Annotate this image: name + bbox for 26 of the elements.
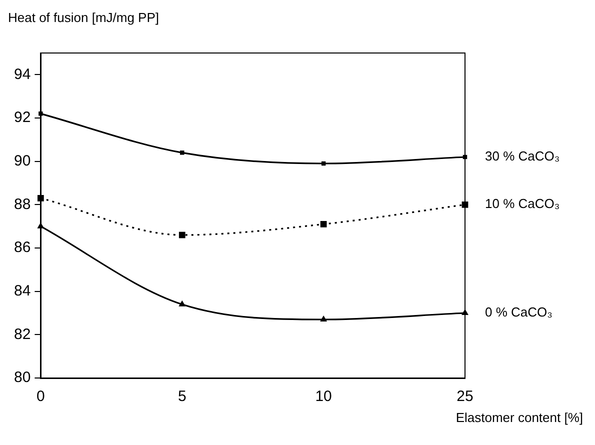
x-tick-label: 5 <box>178 388 186 406</box>
y-tick-label: 92 <box>14 109 31 126</box>
point <box>38 194 44 202</box>
y-axis-title: Heat of fusion [mJ/mg PP] <box>8 10 160 25</box>
x-tick-label: 0 <box>36 388 45 406</box>
x-tick-label: 10 <box>315 388 332 406</box>
series-label: 10 % CaCO₃ <box>485 196 560 212</box>
x-tick-label: 25 <box>456 388 474 406</box>
point <box>38 112 43 116</box>
point <box>180 150 184 155</box>
x-axis-title: Elastomer content [%] <box>456 410 583 425</box>
series-label: 0 % CaCO₃ <box>485 304 552 320</box>
y-tick-label: 82 <box>14 326 31 343</box>
point <box>320 316 328 322</box>
point <box>462 201 468 208</box>
series-label: 30 % CaCO₃ <box>485 148 560 164</box>
point <box>320 220 327 228</box>
y-tick-label: 94 <box>14 66 31 83</box>
point <box>178 232 186 238</box>
y-tick-label: 90 <box>14 152 31 170</box>
point <box>462 309 468 315</box>
y-tick-label: 86 <box>14 239 31 256</box>
y-tick-label: 84 <box>14 282 31 300</box>
y-tick-label: 88 <box>14 196 31 213</box>
point <box>178 300 186 306</box>
y-tick-label: 80 <box>14 369 31 386</box>
